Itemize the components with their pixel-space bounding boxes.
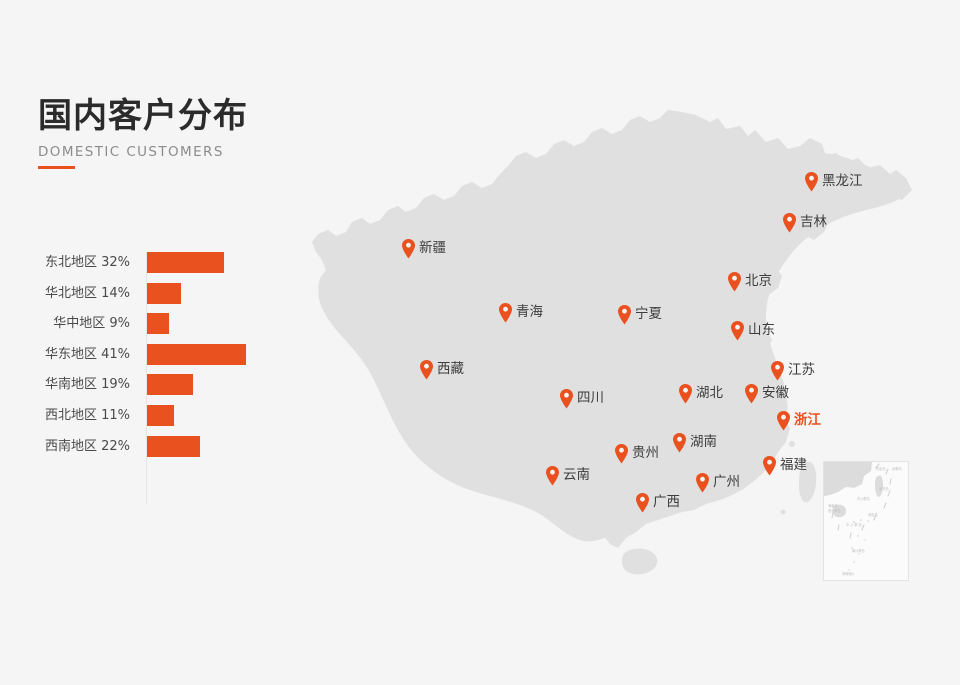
map-pin-label: 四川 (577, 390, 604, 406)
svg-text:东沙群岛: 东沙群岛 (857, 496, 870, 501)
map-pin-label: 湖南 (690, 434, 717, 450)
map-pin-label: 广西 (653, 494, 680, 510)
map-pin-icon[interactable] (762, 456, 777, 476)
chart-bar (147, 374, 193, 396)
chart-axis-line (146, 252, 147, 504)
map-pin-label: 江苏 (788, 362, 815, 378)
map-pin-label: 西藏 (437, 361, 464, 377)
inset-map-shape: 钓鱼岛 赤尾屿 台湾岛 东沙群岛 海南岛 西沙群岛 黄岩岛 中 沙 群 岛 南沙… (824, 462, 902, 576)
chart-row-label: 华南地区 19% (44, 377, 130, 393)
map-pin-label: 福建 (780, 457, 807, 473)
chart-bar (147, 282, 181, 304)
map-pin-icon[interactable] (782, 213, 797, 233)
chart-row: 西北地区 11% (38, 405, 298, 426)
map-pin-icon[interactable] (770, 361, 785, 381)
svg-text:西沙群岛: 西沙群岛 (828, 508, 841, 513)
chart-bar (147, 343, 247, 365)
svg-text:中 沙 群 岛: 中 沙 群 岛 (846, 522, 862, 527)
svg-text:台湾岛: 台湾岛 (879, 486, 889, 491)
map-pin-label: 湖北 (696, 385, 723, 401)
chart-row: 西南地区 22% (38, 435, 298, 457)
map-pin-label: 吉林 (800, 214, 827, 230)
map-pin-label: 青海 (516, 304, 543, 320)
china-map: 黑龙江吉林北京山东江苏安徽 浙江福建 新疆青海 宁夏西藏四川 湖北湖南贵州云南广西 广州 (296, 108, 936, 608)
map-pin-label: 云南 (563, 467, 590, 483)
china-map-shape (312, 110, 912, 575)
chart-row: 华南地区 19% (38, 374, 298, 396)
map-pin-icon[interactable] (498, 303, 513, 323)
map-pin-icon[interactable] (744, 384, 759, 404)
chart-row-label: 东北地区 32% (44, 255, 130, 270)
map-pin-icon[interactable] (419, 360, 434, 380)
svg-text:曾母暗沙: 曾母暗沙 (842, 571, 856, 576)
chart-bar (147, 313, 169, 335)
chart-row: 华北地区 14% (38, 282, 298, 304)
map-pin-icon[interactable] (617, 305, 632, 325)
svg-text:赤尾屿: 赤尾屿 (892, 466, 902, 471)
map-pin-icon[interactable] (776, 411, 791, 431)
south-china-sea-inset-map: 钓鱼岛 赤尾屿 台湾岛 东沙群岛 海南岛 西沙群岛 黄岩岛 中 沙 群 岛 南沙… (823, 461, 909, 581)
map-pin-icon[interactable] (559, 389, 574, 409)
chart-row-label: 华北地区 14% (44, 285, 130, 301)
svg-text:钓鱼岛: 钓鱼岛 (876, 466, 886, 471)
map-pin-icon[interactable] (695, 473, 710, 493)
map-pin-icon[interactable] (804, 172, 819, 192)
map-pin-label: 山东 (748, 322, 775, 338)
chart-row: 华中地区 9% (38, 313, 298, 335)
map-pin-label: 新疆 (419, 240, 446, 256)
page-subtitle: DOMESTIC CUSTOMERS (38, 144, 224, 160)
map-pin-label: 宁夏 (635, 306, 662, 322)
chart-row-label: 西南地区 22% (44, 438, 130, 454)
page-title: 国内客户分布 (38, 96, 248, 136)
chart-row: 东北地区 32% (38, 252, 298, 273)
chart-row-label: 华东地区 41% (44, 346, 130, 362)
map-pin-icon[interactable] (545, 466, 560, 486)
map-pin-icon[interactable] (730, 321, 745, 341)
chart-row-label: 西北地区 11% (44, 408, 130, 423)
map-pin-label: 广州 (713, 474, 740, 490)
map-pin-label: 黑龙江 (822, 173, 863, 189)
chart-row: 华东地区 41% (38, 343, 298, 365)
chart-bar (147, 435, 201, 457)
map-pin-label: 安徽 (762, 385, 789, 401)
chart-row-label: 华中地区 9% (53, 316, 130, 332)
map-pin-label: 北京 (745, 273, 772, 289)
chart-bar (147, 405, 174, 426)
svg-text:海南岛: 海南岛 (828, 503, 838, 508)
svg-text:黄岩岛: 黄岩岛 (868, 512, 878, 517)
map-pin-icon[interactable] (727, 272, 742, 292)
map-pin-icon[interactable] (672, 433, 687, 453)
page-header: 国内客户分布 DOMESTIC CUSTOMERS (38, 96, 358, 169)
map-pin-label: 贵州 (632, 445, 659, 461)
region-distribution-bar-chart: 东北地区 32% 华北地区 14% 华中地区 9% 华东地区 41% 华南地区 19% 西… (38, 252, 298, 504)
title-accent-rule (38, 166, 75, 169)
svg-text:南沙群岛: 南沙群岛 (852, 548, 865, 553)
map-pin-label: 浙江 (794, 412, 821, 428)
map-pin-icon[interactable] (678, 384, 693, 404)
map-pin-icon[interactable] (614, 444, 629, 464)
map-pin-icon[interactable] (401, 239, 416, 259)
map-pin-icon[interactable] (635, 493, 650, 513)
chart-bar (147, 252, 225, 273)
